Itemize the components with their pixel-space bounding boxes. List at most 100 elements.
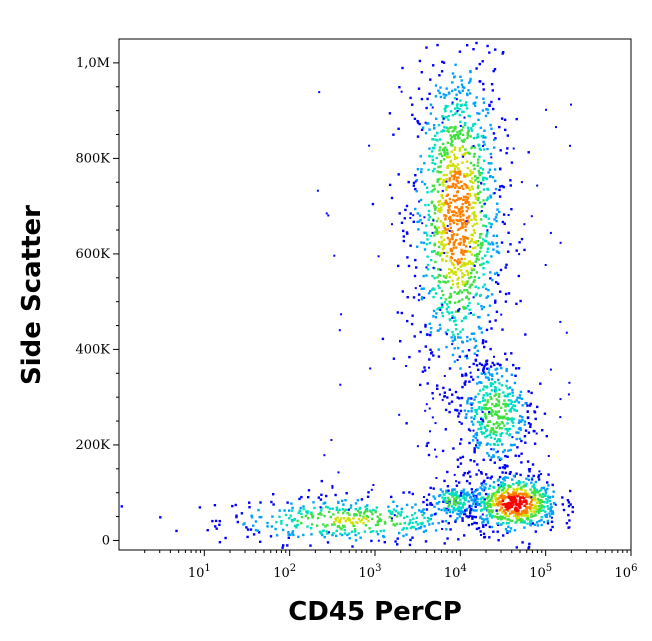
- event-point: [479, 242, 483, 245]
- event-point: [327, 214, 330, 217]
- event-point: [490, 427, 493, 430]
- event-point: [540, 504, 543, 507]
- event-point: [470, 146, 473, 150]
- event-point: [459, 336, 462, 339]
- event-point: [496, 530, 499, 533]
- event-point: [432, 147, 436, 150]
- event-point: [414, 521, 418, 524]
- event-point: [481, 508, 484, 511]
- event-point: [446, 470, 449, 474]
- event-point: [493, 138, 496, 141]
- event-point: [479, 441, 482, 444]
- event-point: [454, 319, 457, 322]
- event-point: [392, 523, 395, 526]
- event-point: [422, 512, 426, 515]
- event-point: [472, 48, 475, 51]
- event-point: [540, 516, 543, 519]
- event-point: [448, 318, 451, 321]
- event-point: [351, 521, 355, 524]
- event-point: [477, 180, 480, 184]
- event-point: [448, 197, 452, 201]
- x-axis-ticks: 101 102 103 104 105 106: [144, 550, 637, 581]
- event-point: [533, 523, 537, 526]
- event-point: [426, 503, 429, 506]
- event-point: [270, 525, 274, 528]
- event-point: [456, 180, 459, 183]
- event-point: [438, 323, 442, 327]
- event-point: [482, 520, 485, 523]
- event-point: [501, 488, 505, 492]
- event-point: [492, 431, 495, 434]
- x-tick-label: 103: [359, 563, 382, 581]
- event-point: [461, 374, 464, 378]
- event-point: [447, 114, 450, 118]
- event-point: [518, 253, 521, 256]
- event-point: [288, 517, 291, 520]
- event-point: [490, 327, 493, 330]
- event-point: [484, 376, 488, 379]
- event-point: [487, 454, 491, 457]
- event-point: [477, 169, 480, 173]
- event-point: [507, 231, 510, 234]
- event-point: [416, 220, 419, 224]
- event-point: [480, 182, 483, 185]
- event-point: [266, 521, 269, 525]
- event-point: [464, 315, 467, 318]
- event-point: [504, 409, 507, 412]
- event-point: [431, 274, 434, 278]
- event-point: [469, 169, 472, 172]
- event-point: [460, 422, 463, 425]
- event-point: [503, 516, 506, 520]
- event-point: [445, 259, 448, 263]
- event-point: [483, 129, 486, 132]
- event-point: [516, 495, 519, 498]
- event-point: [460, 180, 463, 183]
- event-point: [443, 391, 446, 394]
- event-point: [286, 544, 289, 547]
- event-point: [446, 537, 449, 540]
- event-point: [489, 271, 492, 274]
- event-point: [514, 498, 518, 501]
- event-point: [296, 519, 299, 523]
- event-point: [440, 236, 443, 239]
- event-point: [391, 223, 393, 226]
- event-point: [403, 516, 406, 520]
- event-point: [444, 180, 447, 184]
- event-point: [325, 530, 328, 533]
- event-point: [450, 336, 453, 339]
- event-point: [506, 476, 509, 479]
- event-point: [456, 507, 459, 510]
- event-point: [515, 302, 518, 305]
- event-point: [486, 111, 490, 115]
- event-point: [347, 508, 350, 511]
- event-point: [506, 522, 509, 525]
- event-point: [479, 246, 482, 250]
- event-point: [461, 133, 465, 136]
- event-point: [440, 194, 443, 197]
- event-point: [484, 415, 488, 418]
- event-point: [396, 311, 399, 314]
- event-point: [504, 300, 508, 303]
- event-point: [416, 245, 419, 248]
- event-point: [441, 243, 445, 246]
- event-point: [426, 382, 429, 385]
- event-point: [513, 443, 516, 446]
- event-point: [503, 479, 506, 482]
- event-point: [430, 288, 434, 291]
- event-point: [540, 506, 543, 510]
- event-point: [546, 487, 549, 491]
- event-point: [496, 443, 500, 447]
- event-point: [266, 525, 269, 528]
- event-point: [491, 241, 494, 244]
- event-point: [453, 148, 456, 151]
- event-point: [507, 418, 510, 421]
- event-point: [499, 185, 502, 188]
- event-point: [491, 382, 495, 385]
- event-point: [458, 307, 461, 310]
- event-point: [475, 433, 479, 437]
- event-point: [428, 322, 431, 325]
- event-point: [472, 201, 475, 204]
- event-point: [473, 223, 476, 226]
- event-point: [480, 408, 483, 411]
- event-point: [454, 172, 458, 175]
